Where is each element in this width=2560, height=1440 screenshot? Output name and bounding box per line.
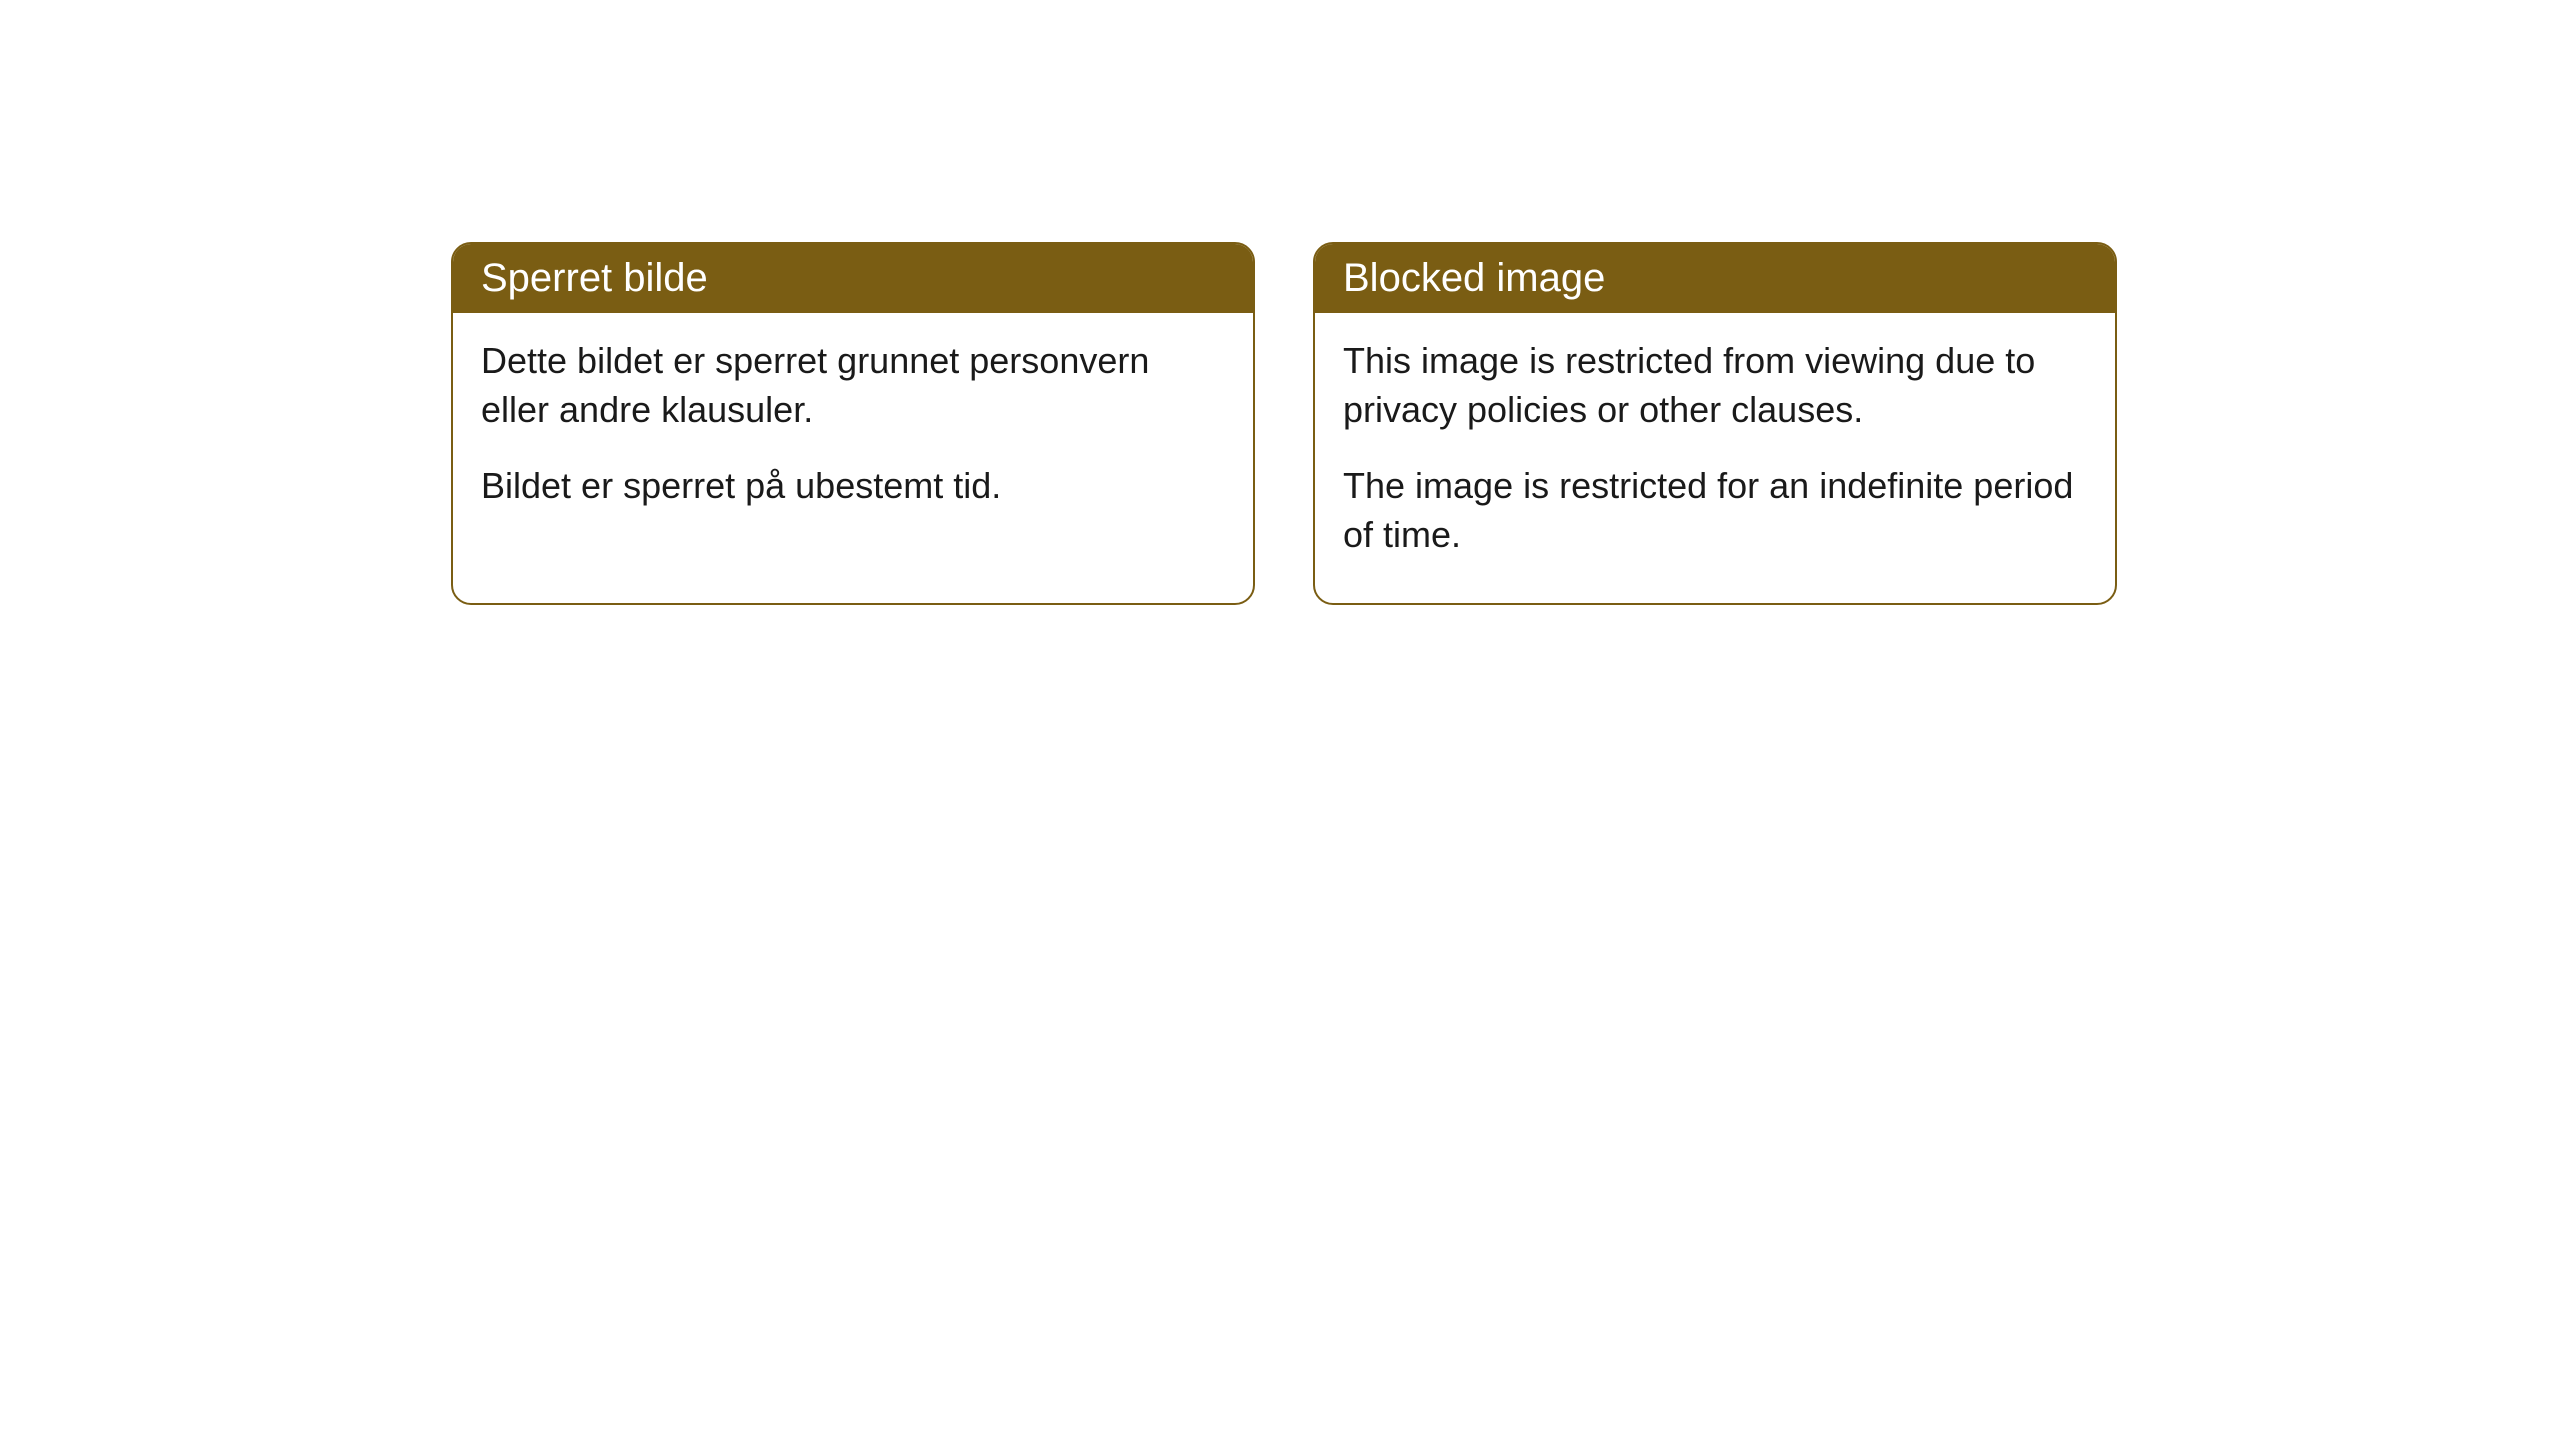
card-header: Sperret bilde bbox=[453, 244, 1253, 313]
blocked-image-card-norwegian: Sperret bilde Dette bildet er sperret gr… bbox=[451, 242, 1255, 605]
card-paragraph-1: This image is restricted from viewing du… bbox=[1343, 337, 2087, 434]
card-paragraph-2: The image is restricted for an indefinit… bbox=[1343, 462, 2087, 559]
card-body: Dette bildet er sperret grunnet personve… bbox=[453, 313, 1253, 555]
blocked-image-card-english: Blocked image This image is restricted f… bbox=[1313, 242, 2117, 605]
card-paragraph-1: Dette bildet er sperret grunnet personve… bbox=[481, 337, 1225, 434]
card-title: Sperret bilde bbox=[481, 256, 708, 300]
notice-cards-container: Sperret bilde Dette bildet er sperret gr… bbox=[451, 242, 2117, 605]
card-paragraph-2: Bildet er sperret på ubestemt tid. bbox=[481, 462, 1225, 511]
card-body: This image is restricted from viewing du… bbox=[1315, 313, 2115, 603]
card-title: Blocked image bbox=[1343, 256, 1605, 300]
card-header: Blocked image bbox=[1315, 244, 2115, 313]
